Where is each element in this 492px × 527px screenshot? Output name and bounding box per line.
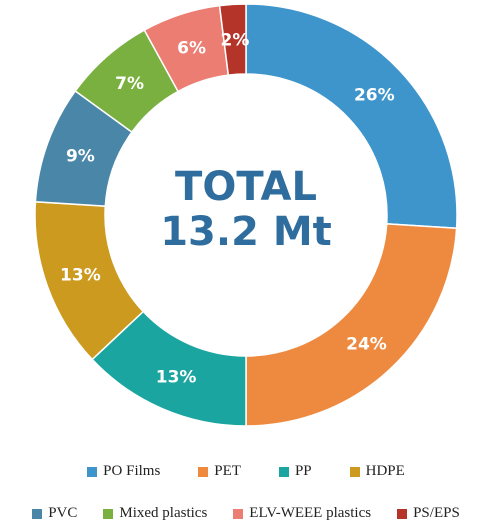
donut-slices bbox=[34, 3, 458, 427]
legend-label: HDPE bbox=[365, 463, 405, 479]
legend-row-2: PVC Mixed plastics ELV-WEEE plastics PS/… bbox=[0, 505, 492, 522]
legend-swatch bbox=[397, 508, 408, 519]
legend-swatch bbox=[233, 508, 244, 519]
legend-swatch bbox=[103, 508, 114, 519]
legend-swatch bbox=[278, 466, 289, 477]
slice-label-pp: 13% bbox=[156, 368, 197, 388]
legend-item-po-films: PO Films bbox=[87, 463, 160, 480]
legend-label: PVC bbox=[48, 505, 78, 521]
legend-label: PS/EPS bbox=[413, 505, 460, 521]
slice-label-pet: 24% bbox=[346, 334, 387, 354]
donut-chart: 26% 24% 13% 13% 9% 7% 6% 2% TOTAL 13.2 Mt bbox=[34, 3, 458, 427]
center-total-value: 13.2 Mt bbox=[160, 209, 332, 255]
legend-label: PP bbox=[294, 463, 312, 479]
legend-swatch bbox=[349, 466, 360, 477]
legend-item-pet: PET bbox=[198, 463, 241, 480]
legend-label: Mixed plastics bbox=[119, 505, 208, 521]
legend-item-mixed-plastics: Mixed plastics bbox=[103, 505, 207, 522]
legend-item-pp: PP bbox=[278, 463, 312, 480]
legend-swatch bbox=[198, 466, 209, 477]
legend-label: PO Films bbox=[103, 463, 161, 479]
legend-label: ELV-WEEE plastics bbox=[249, 505, 372, 521]
legend-item-ps-eps: PS/EPS bbox=[397, 505, 460, 522]
slice-label-mixed-plastics: 7% bbox=[115, 74, 144, 94]
slice-po-films bbox=[245, 3, 458, 230]
slice-ps-eps bbox=[218, 3, 247, 76]
center-total-label: TOTAL bbox=[175, 164, 317, 210]
legend-item-hdpe: HDPE bbox=[349, 463, 405, 480]
legend-label: PET bbox=[214, 463, 241, 479]
slice-label-elv-weee-plastics: 6% bbox=[177, 39, 206, 59]
legend-item-pvc: PVC bbox=[32, 505, 77, 522]
slice-pet bbox=[245, 223, 458, 427]
slice-label-ps-eps: 2% bbox=[221, 30, 250, 50]
legend-swatch bbox=[87, 466, 98, 477]
slice-label-hdpe: 13% bbox=[60, 266, 101, 286]
legend-item-elv-weee-plastics: ELV-WEEE plastics bbox=[233, 505, 371, 522]
slice-label-pvc: 9% bbox=[66, 146, 95, 166]
slice-label-po-films: 26% bbox=[354, 86, 395, 106]
legend-swatch bbox=[32, 508, 43, 519]
legend-row-1: PO Films PET PP HDPE bbox=[0, 463, 492, 480]
slice-labels: 26% 24% 13% 13% 9% 7% 6% 2% bbox=[60, 30, 395, 387]
